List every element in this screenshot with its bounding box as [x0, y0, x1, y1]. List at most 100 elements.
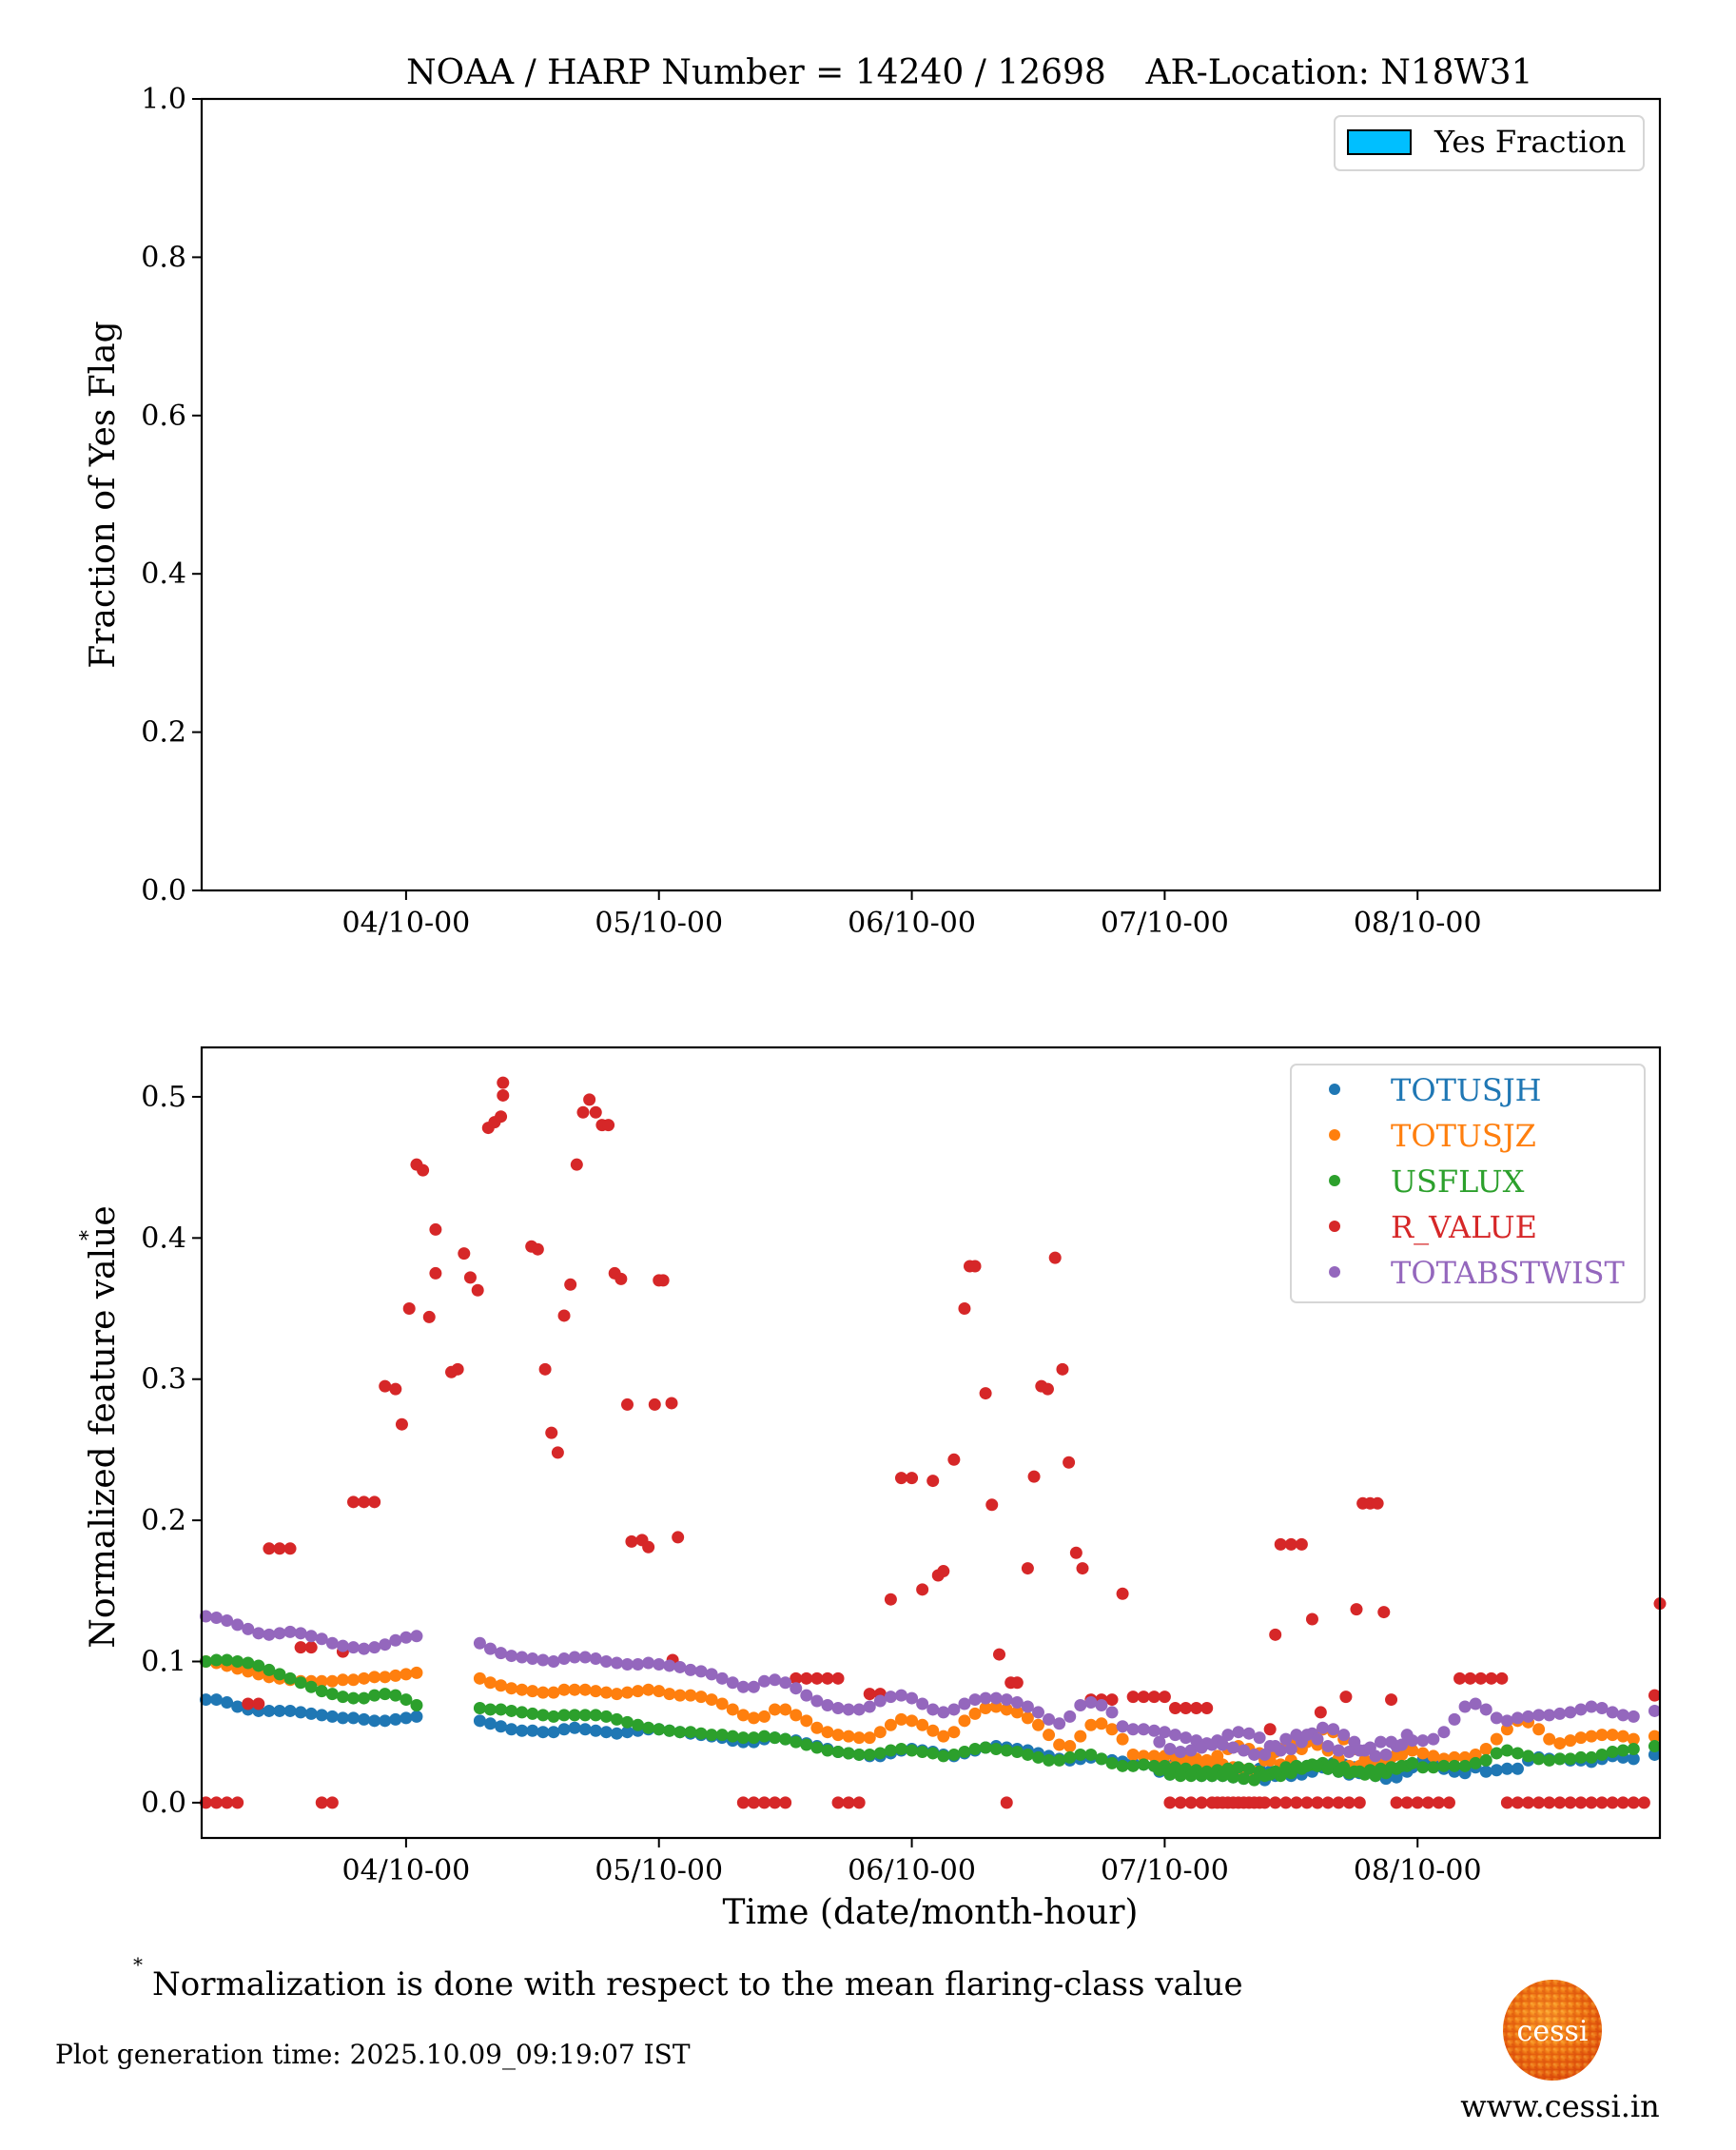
totusjh-point [199, 1693, 212, 1707]
totusjh-point [516, 1724, 529, 1737]
totabstwist-point [283, 1625, 297, 1638]
r-value-point [1339, 1691, 1353, 1704]
r-value-point [1168, 1701, 1181, 1714]
r-value-point [1195, 1796, 1208, 1809]
totabstwist-point [1479, 1703, 1492, 1716]
totusjz-point [810, 1721, 824, 1734]
totabstwist-point [1163, 1743, 1177, 1756]
r-value-point [1500, 1796, 1513, 1809]
usflux-point [389, 1689, 402, 1702]
r-value-point [1442, 1796, 1455, 1809]
r-value-point [800, 1671, 813, 1685]
r-value-point [1522, 1796, 1535, 1809]
r-value-point [1616, 1796, 1629, 1809]
totabstwist-point [536, 1653, 550, 1667]
totusjz-point [1479, 1743, 1492, 1756]
r-value-point [985, 1498, 999, 1512]
totabstwist-point [1342, 1745, 1356, 1758]
usflux-point [1437, 1759, 1451, 1772]
totabstwist-point [863, 1700, 876, 1713]
totabstwist-point [358, 1642, 371, 1655]
totabstwist-point [1147, 1724, 1161, 1737]
top-axes: 0.0 0.2 0.4 0.6 0.8 1.0 04/10-00 05/10-00 06/10… [84, 83, 1662, 940]
totabstwist-point [1180, 1731, 1193, 1745]
totabstwist-point [1337, 1729, 1351, 1742]
totabstwist-point [642, 1656, 655, 1670]
totabstwist-point [1158, 1726, 1171, 1739]
r-value-point [497, 1076, 510, 1089]
totabstwist-point [1379, 1748, 1393, 1761]
usflux-point [1342, 1767, 1356, 1780]
usflux-point [790, 1735, 803, 1749]
totusjz-point [800, 1714, 813, 1728]
totusjh-point [368, 1714, 381, 1728]
totabstwist-point [821, 1699, 834, 1712]
totabstwist-point [852, 1703, 866, 1716]
totabstwist-point [1290, 1729, 1303, 1742]
totusjh-point [610, 1727, 623, 1740]
totusjz-point [379, 1671, 392, 1684]
totusjh-point [315, 1709, 328, 1722]
totusjz-point [1458, 1750, 1472, 1764]
r-value-point [1190, 1701, 1203, 1714]
totusjz-point [568, 1683, 581, 1696]
totabstwist-point [1021, 1700, 1034, 1713]
usflux-point [599, 1710, 613, 1723]
totusjh-point [410, 1710, 423, 1723]
totabstwist-point [347, 1641, 361, 1654]
usflux-point [1406, 1756, 1419, 1769]
totusjz-point [757, 1710, 770, 1723]
r-value-point [1511, 1796, 1524, 1809]
usflux-point [1564, 1752, 1577, 1766]
usflux-point [221, 1653, 234, 1667]
r-value-point [1637, 1796, 1650, 1809]
r-value-point [1385, 1693, 1398, 1707]
totusjz-point [1116, 1732, 1129, 1746]
usflux-point [1511, 1747, 1524, 1760]
totusjz-point [589, 1685, 602, 1698]
usflux-point [1232, 1761, 1245, 1774]
totabstwist-point [505, 1650, 518, 1663]
r-value-point [1553, 1796, 1567, 1809]
totabstwist-point [1648, 1704, 1661, 1717]
r-value-point [602, 1119, 615, 1132]
r-value-point [1371, 1496, 1384, 1510]
r-value-point [1126, 1691, 1140, 1704]
r-value-point [1216, 1796, 1229, 1809]
r-value-point [263, 1542, 276, 1555]
r-value-point [1279, 1796, 1293, 1809]
r-value-point [884, 1593, 897, 1606]
r-value-point [379, 1379, 392, 1393]
totusjz-point [1648, 1730, 1661, 1743]
totusjz-point [347, 1673, 361, 1687]
totusjz-point [1448, 1750, 1461, 1764]
usflux-point [1479, 1753, 1492, 1767]
r-value-point [1174, 1796, 1187, 1809]
totabstwist-point [1153, 1735, 1166, 1749]
totusjh-point [578, 1723, 592, 1736]
usflux-point [653, 1723, 666, 1736]
totabstwist-point [1427, 1732, 1440, 1746]
r-value-point [1269, 1628, 1282, 1641]
totusjz-point [1585, 1730, 1598, 1743]
usflux-point [1174, 1769, 1187, 1783]
totusjz-point [884, 1718, 897, 1731]
totabstwist-point [684, 1663, 697, 1676]
totusjz-point [1074, 1730, 1087, 1743]
totabstwist-point [726, 1676, 739, 1690]
totusjz-point [852, 1731, 866, 1745]
r-value-point [1332, 1796, 1345, 1809]
totusjh-point [294, 1706, 307, 1719]
r-value-point [531, 1242, 544, 1256]
totabstwist-point [800, 1689, 813, 1702]
bottom-xtick-label: 05/10-00 [595, 1854, 723, 1887]
totabstwist-point [1279, 1732, 1293, 1746]
totabstwist-point [1221, 1729, 1235, 1742]
totusjz-point [842, 1730, 855, 1743]
usflux-point [1553, 1752, 1567, 1766]
totusjz-point [779, 1703, 792, 1716]
totusjz-point [684, 1689, 697, 1702]
r-value-point [968, 1260, 982, 1273]
r-value-point [1147, 1691, 1161, 1704]
totusjh-point [483, 1717, 497, 1730]
